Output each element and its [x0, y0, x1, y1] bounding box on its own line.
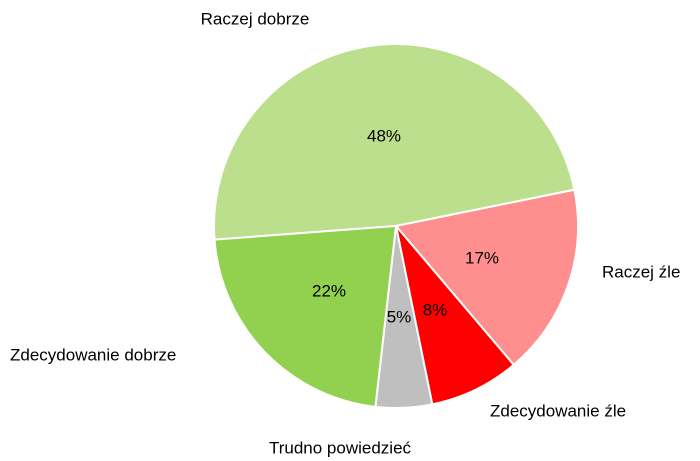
pie-slice — [213, 43, 576, 241]
pie-slice — [394, 188, 579, 367]
category-label: Raczej dobrze — [201, 9, 310, 28]
pie-slice — [395, 225, 516, 406]
category-label: Zdecydowanie źle — [490, 401, 626, 420]
value-label: 22% — [312, 281, 346, 300]
value-label: 8% — [423, 300, 448, 319]
value-label: 17% — [465, 248, 499, 267]
value-label: 5% — [387, 307, 412, 326]
category-label: Raczej źle — [602, 262, 680, 281]
category-label: Trudno powiedzieć — [269, 438, 412, 457]
pie-slice — [213, 224, 398, 408]
category-label: Zdecydowanie dobrze — [10, 345, 176, 364]
value-label: 48% — [367, 126, 401, 145]
